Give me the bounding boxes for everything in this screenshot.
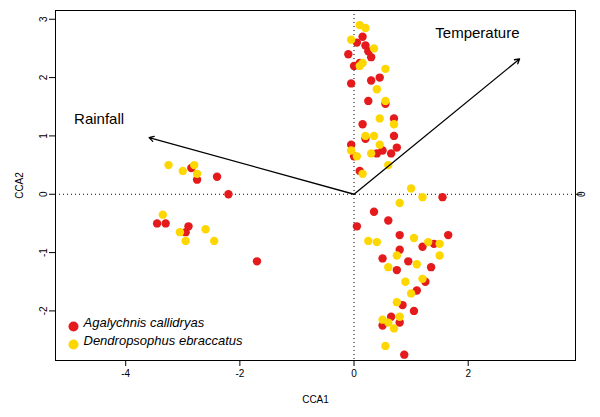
svg-text:CCA2: CCA2 bbox=[14, 172, 25, 199]
svg-text:-4: -4 bbox=[121, 368, 130, 379]
svg-text:0: 0 bbox=[38, 191, 49, 197]
svg-text:2: 2 bbox=[465, 368, 471, 379]
svg-text:1: 1 bbox=[38, 133, 49, 139]
svg-text:Agalychnis callidryas: Agalychnis callidryas bbox=[83, 315, 205, 330]
svg-text:-2: -2 bbox=[38, 306, 49, 315]
svg-text:CCA1: CCA1 bbox=[302, 394, 329, 405]
svg-text:Temperature: Temperature bbox=[435, 24, 519, 41]
svg-text:Dendropsophus ebraccatus: Dendropsophus ebraccatus bbox=[84, 333, 243, 348]
svg-text:3: 3 bbox=[38, 16, 49, 22]
svg-text:2: 2 bbox=[38, 74, 49, 80]
svg-text:-1: -1 bbox=[38, 248, 49, 257]
svg-text:0: 0 bbox=[576, 191, 587, 197]
svg-text:-2: -2 bbox=[235, 368, 244, 379]
svg-text:0: 0 bbox=[351, 368, 357, 379]
svg-text:Rainfall: Rainfall bbox=[74, 110, 124, 127]
